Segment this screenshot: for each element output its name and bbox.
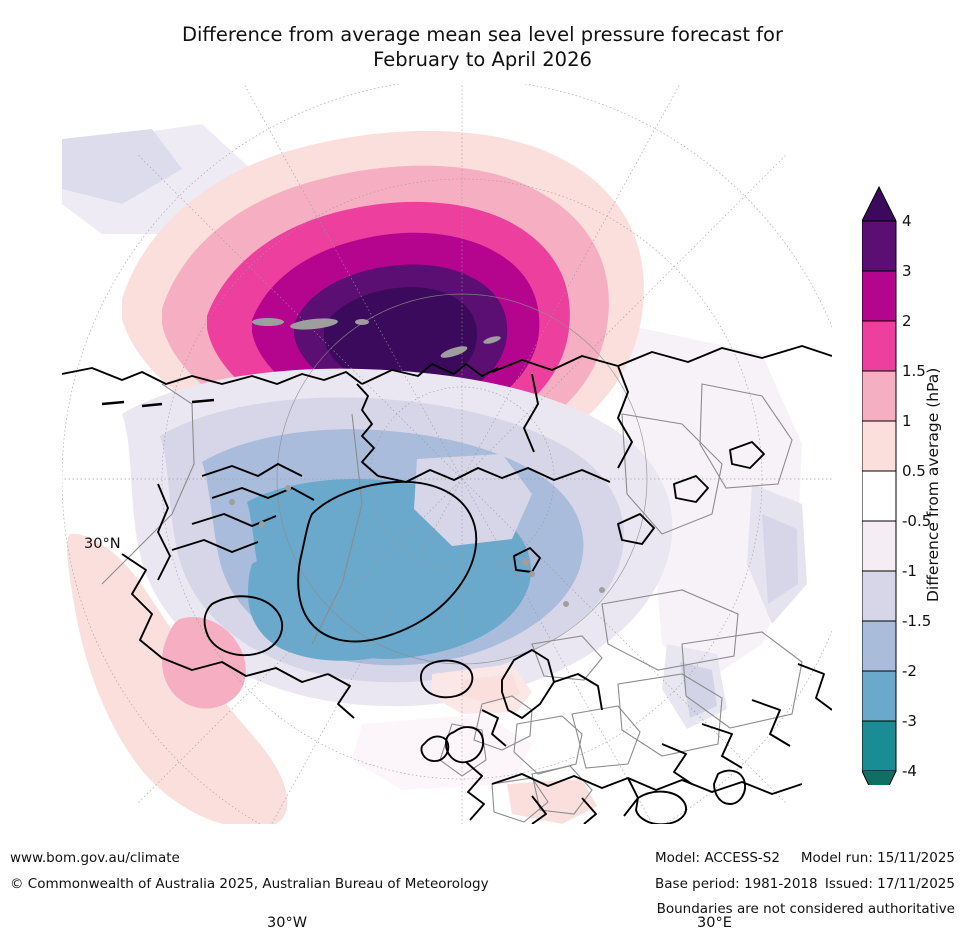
colorbar-tick-0p5: 0.5 — [902, 462, 926, 480]
title-line-1: Difference from average mean sea level p… — [182, 23, 783, 46]
footer-url[interactable]: www.bom.gov.au/climate — [10, 850, 180, 866]
colorbar-tick-m3: -3 — [902, 712, 917, 730]
footer-issued: Issued: 17/11/2025 — [824, 876, 955, 892]
colorbar-tick-1p5: 1.5 — [902, 362, 926, 380]
colorbar-tick-3: 3 — [902, 262, 912, 280]
footer-base-period: Base period: 1981-2018 — [655, 876, 818, 892]
colorbar-axis-label: Difference from average (hPa) — [924, 367, 942, 602]
footer-model-run: Model run: 15/11/2025 — [800, 850, 955, 866]
colorbar-tick-m0p5: -0.5 — [902, 512, 932, 530]
country-borders — [101, 383, 803, 823]
polar-map — [62, 84, 832, 824]
colorbar-tick-m1: -1 — [902, 562, 917, 580]
footer-copyright: © Commonwealth of Australia 2025, Austra… — [10, 876, 489, 892]
map-panel: 30°N 30°W 30°E — [62, 84, 832, 931]
colorbar-tick-m2: -2 — [902, 662, 917, 680]
colorbar-tick-m4: -4 — [902, 762, 917, 780]
colorbar-tick-4: 4 — [902, 212, 912, 230]
colorbar-tick-2: 2 — [902, 312, 912, 330]
colorbar-swatches — [862, 185, 897, 785]
colorbar-tick-1: 1 — [902, 412, 912, 430]
axis-label-30w: 30°W — [267, 915, 308, 931]
minor-islands — [229, 318, 605, 607]
page-title: Difference from average mean sea level p… — [0, 22, 965, 72]
coastlines — [62, 345, 832, 824]
colorbar-tick-m1p5: -1.5 — [902, 612, 932, 630]
footer-model: Model: ACCESS-S2 — [655, 850, 780, 866]
colorbar: 4 3 2 1.5 1 0.5 -0.5 -1 -1.5 -2 -3 -4 Di… — [862, 185, 965, 785]
anomaly-contours — [62, 124, 807, 824]
axis-label-30e: 30°E — [697, 915, 732, 931]
footer-boundaries-disclaimer: Boundaries are not considered authoritat… — [656, 901, 955, 917]
title-line-2: February to April 2026 — [373, 48, 592, 71]
axis-label-30n: 30°N — [84, 536, 121, 552]
